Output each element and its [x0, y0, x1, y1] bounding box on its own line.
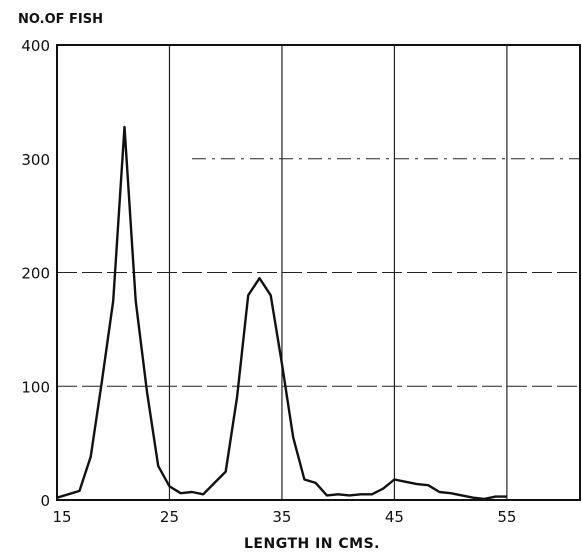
y-axis-label: NO.OF FISH: [18, 12, 103, 27]
grid-lines: [57, 45, 580, 500]
series-line: [56, 125, 507, 501]
x-tick-label: 25: [160, 508, 179, 526]
x-tick-label: 55: [497, 508, 516, 526]
y-tick-label: 100: [21, 378, 50, 396]
tick-labels: 15 25 35 45 55 0 100 200 300 400: [21, 37, 516, 526]
y-tick-label: 200: [21, 265, 50, 283]
x-tick-label: 35: [272, 508, 291, 526]
plot-frame: [56, 44, 581, 501]
y-tick-label: 400: [21, 37, 50, 55]
x-tick-label: 45: [385, 508, 404, 526]
y-tick-label: 0: [40, 492, 50, 510]
x-axis-label: LENGTH IN CMS.: [244, 536, 380, 552]
x-tick-label: 15: [52, 508, 71, 526]
y-tick-label: 300: [21, 151, 50, 169]
